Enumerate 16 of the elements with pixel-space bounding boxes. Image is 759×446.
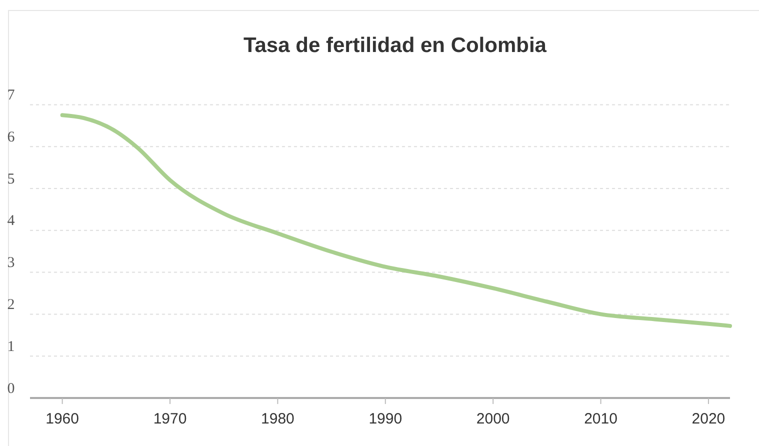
x-tick-label: 2010 bbox=[584, 410, 618, 428]
x-tick-label: 2000 bbox=[476, 410, 510, 428]
chart-title: Tasa de fertilidad en Colombia bbox=[243, 34, 547, 57]
x-tick-label: 1960 bbox=[46, 410, 79, 428]
x-tick-label: 2020 bbox=[692, 410, 726, 428]
y-tick-label: 2 bbox=[7, 296, 15, 313]
y-tick-label: 5 bbox=[7, 171, 15, 188]
y-tick-label: 7 bbox=[7, 87, 16, 104]
y-tick-label: 3 bbox=[7, 255, 15, 272]
y-tick-label: 0 bbox=[7, 380, 15, 397]
x-tick-label: 1970 bbox=[153, 410, 187, 428]
x-tick-label: 1980 bbox=[261, 410, 294, 428]
x-tick-label: 1990 bbox=[368, 410, 402, 428]
y-tick-label: 1 bbox=[7, 338, 15, 355]
y-tick-label: 4 bbox=[7, 213, 16, 230]
y-tick-label: 6 bbox=[7, 129, 16, 146]
